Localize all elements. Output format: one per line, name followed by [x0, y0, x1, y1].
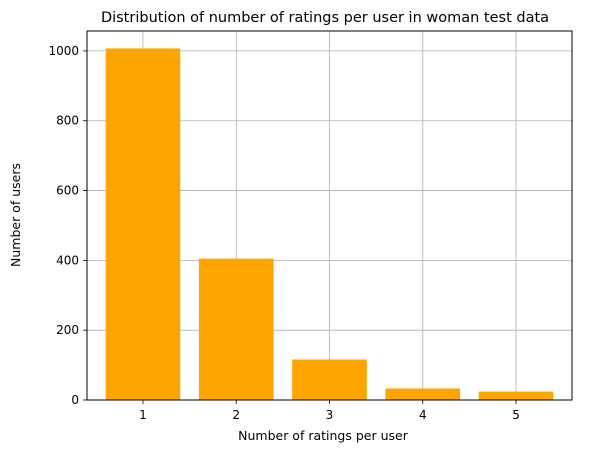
y-tick-label: 0 — [71, 393, 79, 407]
bar — [105, 48, 181, 400]
tick-layer: 1 2 3 4 5 0 200 400 600 800 1000 — [48, 44, 519, 422]
x-tick-label: 2 — [232, 408, 240, 422]
bar — [292, 359, 367, 400]
y-axis-label: Number of users — [8, 163, 23, 267]
y-tick-label: 400 — [56, 253, 79, 267]
x-tick-label: 5 — [512, 408, 520, 422]
y-tick-label: 200 — [56, 323, 79, 337]
y-tick-label: 1000 — [48, 44, 79, 58]
x-tick-label: 4 — [419, 408, 427, 422]
bar — [478, 391, 554, 400]
chart-title: Distribution of number of ratings per us… — [101, 10, 549, 26]
bar — [385, 388, 461, 400]
x-tick-label: 3 — [326, 408, 334, 422]
y-tick-label: 600 — [56, 184, 79, 198]
bar — [198, 258, 274, 400]
y-tick-label: 800 — [56, 114, 79, 128]
x-axis-label: Number of ratings per user — [238, 428, 409, 443]
bar-layer — [105, 48, 554, 400]
x-tick-label: 1 — [139, 408, 147, 422]
